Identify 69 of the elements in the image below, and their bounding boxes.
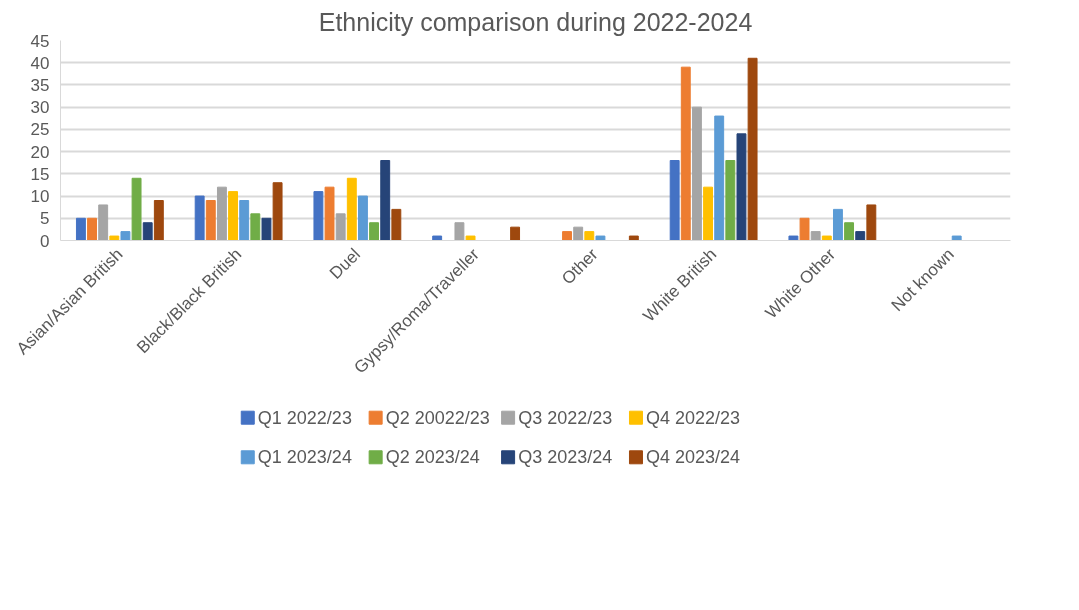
bar: [239, 200, 250, 241]
bar: [194, 195, 205, 241]
bar: [335, 213, 346, 241]
bar: [573, 226, 584, 241]
bar: [120, 231, 131, 241]
y-tick-label: 5: [40, 209, 50, 229]
y-tick-label: 35: [30, 75, 50, 95]
bar: [216, 186, 227, 241]
legend-label: Q3 2023/24: [518, 447, 613, 468]
bar: [109, 235, 120, 241]
bar: [669, 160, 680, 241]
bar: [747, 57, 758, 241]
bar: [714, 115, 725, 241]
y-tick-label: 25: [30, 120, 50, 140]
bar: [951, 235, 962, 241]
bar: [313, 191, 324, 241]
bar: [142, 222, 153, 241]
bar: [736, 133, 747, 241]
bar: [465, 235, 476, 241]
bar: [380, 160, 391, 241]
bar: [510, 226, 521, 241]
bar: [799, 217, 810, 241]
legend-label: Q3 2022/23: [518, 407, 613, 428]
y-tick-label: 30: [30, 98, 50, 118]
legend-label: Q2 20022/23: [385, 407, 490, 428]
bar: [153, 200, 164, 241]
bar: [346, 177, 357, 241]
y-tick-label: 15: [30, 164, 50, 184]
bar: [75, 217, 86, 241]
y-tick-label: 10: [30, 187, 50, 207]
y-tick-label: 40: [30, 53, 50, 73]
y-tick-label: 45: [30, 31, 50, 51]
bar: [391, 208, 402, 241]
bar: [98, 204, 109, 241]
bar: [324, 186, 335, 241]
bar: [250, 213, 261, 241]
bar: [369, 222, 380, 241]
bar: [810, 231, 821, 241]
legend-label: Q4 2023/24: [646, 447, 741, 468]
bar: [844, 222, 855, 241]
bar: [832, 208, 843, 241]
bar: [821, 235, 832, 241]
bar: [432, 235, 443, 241]
y-tick-label: 20: [30, 142, 50, 162]
bar: [87, 217, 97, 241]
bar: [855, 231, 866, 241]
bar: [261, 217, 272, 241]
bar: [454, 222, 465, 241]
legend-label: Q2 2023/24: [385, 447, 480, 468]
bar: [866, 204, 877, 241]
bar: [703, 186, 714, 241]
bar: [788, 235, 799, 241]
chart-title: Ethnicity comparison during 2022-2024: [318, 7, 753, 36]
bar: [131, 177, 142, 241]
y-tick-label: 0: [40, 231, 50, 251]
bar: [628, 235, 639, 241]
bar: [680, 66, 691, 241]
bar: [691, 106, 702, 241]
bar: [595, 235, 606, 241]
legend-label: Q4 2022/23: [646, 407, 741, 428]
bar: [357, 195, 368, 241]
legend-label: Q1 2023/24: [257, 447, 352, 468]
bar: [725, 160, 736, 241]
bar: [562, 231, 572, 241]
legend-label: Q1 2022/23: [257, 407, 352, 428]
bar: [584, 231, 595, 241]
bar: [228, 191, 239, 241]
bar: [272, 182, 283, 241]
bar: [205, 200, 216, 241]
